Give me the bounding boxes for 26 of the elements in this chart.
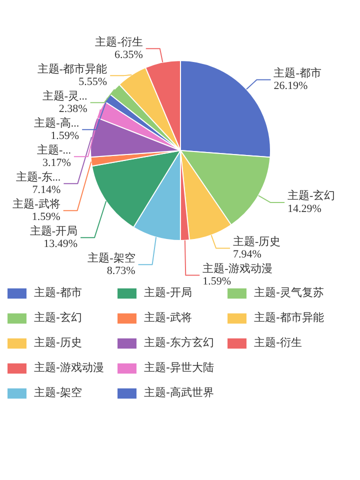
- data-label: 主题-历史 7.94%: [233, 234, 281, 261]
- data-label: 主题-武将 1.59%: [12, 197, 60, 223]
- data-label: 主题-东... 7.14%: [16, 170, 61, 196]
- data-label: 主题-衍生 6.35%: [95, 35, 143, 61]
- data-label: 主题-游戏动漫 1.59%: [202, 262, 272, 288]
- legend-label: 主题-东方玄幻: [144, 335, 214, 350]
- legend-label: 主题-历史: [34, 335, 83, 350]
- legend-label: 主题-衍生: [254, 335, 303, 350]
- legend-label: 主题-游戏动漫: [34, 360, 104, 375]
- data-label: 主题-都市异能 5.55%: [37, 62, 108, 88]
- legend-label: 主题-架空: [34, 385, 83, 400]
- legend-label: 主题-武将: [144, 310, 193, 325]
- data-label: 主题-... 3.17%: [37, 143, 72, 169]
- legend-label: 主题-灵气复苏: [254, 285, 324, 300]
- data-label: 主题-玄幻 14.29%: [288, 189, 336, 215]
- legend-label: 主题-异世大陆: [144, 360, 214, 375]
- data-label: 主题-开局 13.49%: [30, 224, 78, 250]
- data-label: 主题-都市 26.19%: [274, 66, 322, 92]
- legend-label: 主题-开局: [144, 286, 192, 299]
- legend-label: 主题-都市: [34, 285, 83, 300]
- data-label: 主题-高... 1.59%: [34, 116, 80, 142]
- legend-label: 主题-玄幻: [34, 310, 83, 325]
- legend-label: 主题-高武世界: [144, 385, 214, 400]
- data-label: 主题-灵... 2.38%: [42, 89, 88, 115]
- data-label: 主题-架空 8.73%: [88, 251, 136, 277]
- legend-label: 主题-都市异能: [254, 310, 324, 325]
